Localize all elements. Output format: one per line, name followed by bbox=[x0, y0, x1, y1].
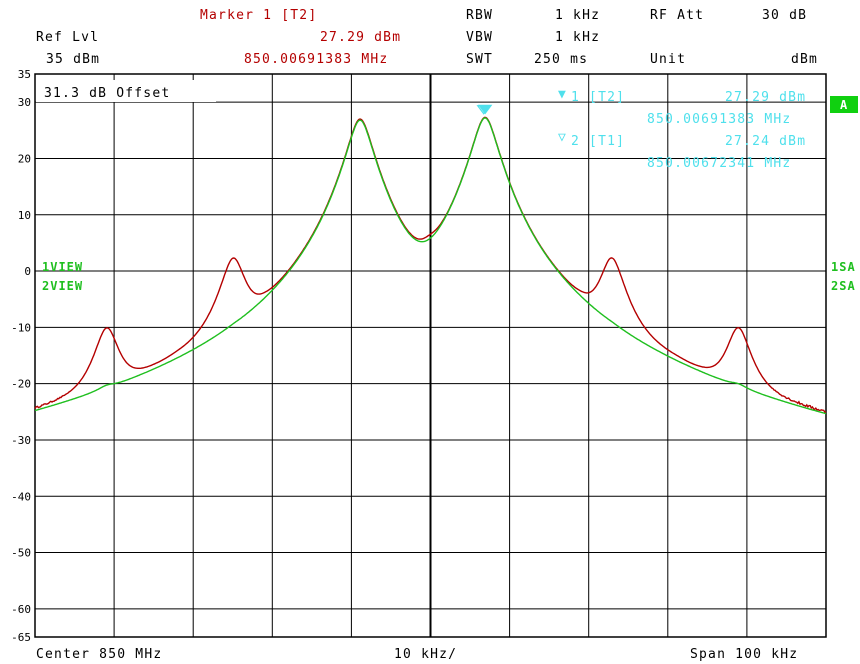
trace-2-line bbox=[34, 117, 827, 415]
marker-2-tag: 2 [T1] bbox=[571, 134, 625, 149]
sa-2-label: 2SA bbox=[831, 279, 856, 293]
center-frequency: Center 850 MHz bbox=[36, 647, 162, 662]
span-label: Span 100 kHz bbox=[690, 647, 798, 662]
unit-value: dBm bbox=[791, 52, 818, 67]
vbw-label: VBW bbox=[466, 30, 493, 45]
marker-title: Marker 1 [T2] bbox=[200, 8, 317, 23]
y-tick-label: 30 bbox=[18, 96, 31, 109]
sa-1-label: 1SA bbox=[831, 260, 856, 274]
y-tick-label: 0 bbox=[24, 265, 31, 278]
y-tick-label: -40 bbox=[11, 490, 31, 503]
marker-2-triangle-icon: ▽ bbox=[558, 130, 567, 145]
y-tick-label: -20 bbox=[11, 378, 31, 391]
division-label: 10 kHz/ bbox=[394, 647, 457, 662]
rf-att-value: 30 dB bbox=[762, 8, 807, 23]
rbw-label: RBW bbox=[466, 8, 493, 23]
swt-value: 250 ms bbox=[534, 52, 588, 67]
y-tick-label: -65 bbox=[11, 631, 31, 644]
marker-2-freq: 850.00672341 MHz bbox=[647, 156, 791, 171]
rf-att-label: RF Att bbox=[650, 8, 704, 23]
y-tick-label: 35 bbox=[18, 68, 31, 81]
offset-label-bg bbox=[36, 80, 216, 102]
marker-1-level: 27.29 dBm bbox=[725, 90, 806, 105]
y-tick-label: 10 bbox=[18, 209, 31, 222]
y-tick-label: -60 bbox=[11, 603, 31, 616]
marker-level: 27.29 dBm bbox=[320, 30, 401, 45]
ref-lvl-label: Ref Lvl bbox=[36, 30, 99, 45]
y-tick-label: 20 bbox=[18, 152, 31, 165]
marker-1-tag: 1 [T2] bbox=[571, 90, 625, 105]
ref-lvl-value: 35 dBm bbox=[46, 52, 100, 67]
grid bbox=[34, 73, 827, 638]
marker-frequency: 850.00691383 MHz bbox=[244, 52, 388, 67]
vbw-value: 1 kHz bbox=[555, 30, 600, 45]
marker-2-symbol bbox=[476, 105, 491, 115]
marker-1-freq: 850.00691383 MHz bbox=[647, 112, 791, 127]
swt-label: SWT bbox=[466, 52, 493, 67]
y-tick-label: -10 bbox=[11, 321, 31, 334]
marker-2-level: 27.24 dBm bbox=[725, 134, 806, 149]
y-tick-label: -50 bbox=[11, 547, 31, 560]
view-1-label: 1VIEW bbox=[42, 260, 83, 274]
marker-1-triangle-icon: ▼ bbox=[558, 87, 567, 102]
marker-symbols bbox=[476, 104, 493, 115]
unit-label: Unit bbox=[650, 52, 686, 67]
offset-label: 31.3 dB Offset bbox=[44, 86, 170, 101]
y-tick-label: -30 bbox=[11, 434, 31, 447]
a-badge-label: A bbox=[840, 98, 848, 112]
trace-1-line bbox=[34, 116, 827, 414]
y-axis: 35 30 20 10 0 -10 -20 -30 -40 -50 -60 -65 bbox=[11, 68, 31, 644]
view-2-label: 2VIEW bbox=[42, 279, 83, 293]
rbw-value: 1 kHz bbox=[555, 8, 600, 23]
a-badge bbox=[830, 96, 858, 113]
